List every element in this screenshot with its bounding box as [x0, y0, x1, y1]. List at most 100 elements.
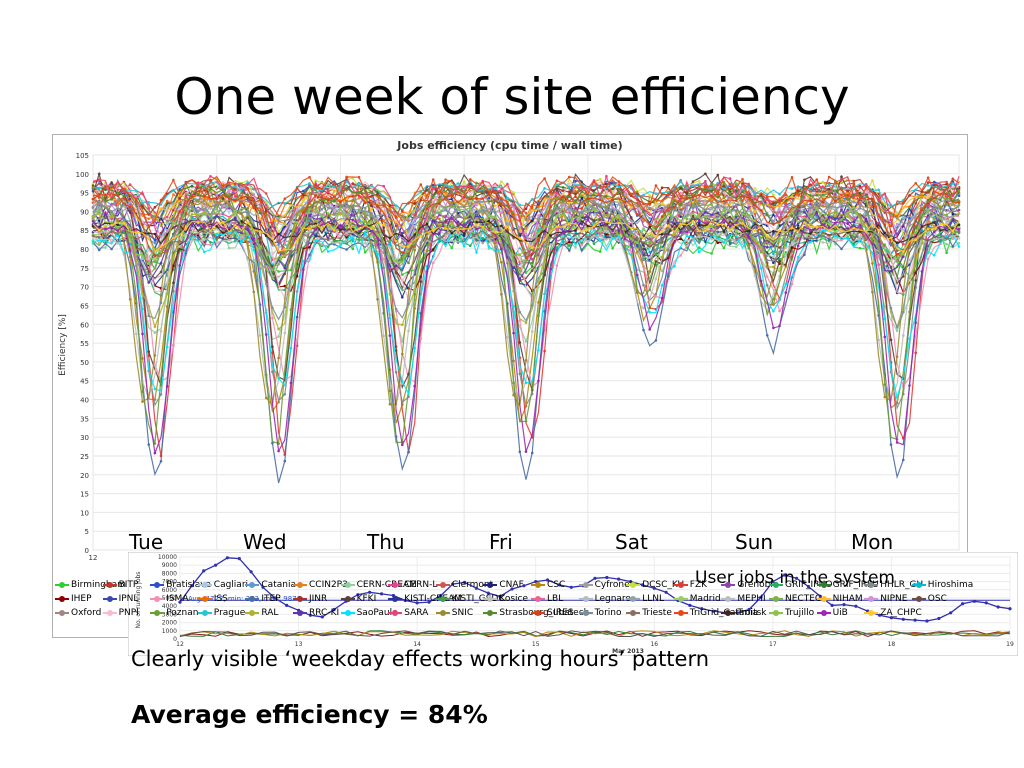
efficiency-point	[382, 200, 386, 204]
efficiency-point	[809, 202, 812, 206]
efficiency-point	[320, 198, 324, 202]
efficiency-point	[753, 229, 757, 233]
efficiency-point	[128, 201, 132, 204]
efficiency-point	[827, 204, 831, 207]
efficiency-point	[178, 189, 181, 192]
efficiency-point	[277, 377, 280, 380]
efficiency-point	[524, 256, 528, 259]
efficiency-point	[908, 216, 911, 220]
efficiency-point	[413, 346, 417, 350]
legend-marker	[864, 581, 879, 589]
efficiency-point	[759, 246, 763, 250]
efficiency-point	[803, 178, 806, 182]
efficiency-point	[252, 192, 256, 196]
efficiency-point	[623, 237, 627, 241]
efficiency-point	[271, 251, 274, 254]
efficiency-point	[834, 234, 837, 238]
efficiency-point	[518, 255, 522, 259]
efficiency-point	[549, 234, 552, 237]
efficiency-point	[951, 177, 955, 180]
running-jobs-point	[237, 557, 241, 561]
efficiency-point	[908, 310, 911, 314]
efficiency-point	[636, 213, 639, 216]
efficiency-point	[722, 181, 726, 185]
efficiency-point	[141, 292, 144, 296]
legend-item: Kosice	[483, 593, 528, 605]
efficiency-point	[642, 210, 645, 214]
efficiency-point	[277, 245, 280, 249]
efficiency-point	[308, 175, 311, 179]
efficiency-point	[264, 228, 268, 231]
efficiency-point	[939, 191, 942, 194]
efficiency-point	[326, 198, 330, 201]
efficiency-point	[586, 197, 590, 201]
inset-x-tick-label: 19	[1006, 641, 1014, 648]
efficiency-point	[172, 205, 175, 208]
efficiency-point	[376, 298, 379, 301]
efficiency-point	[815, 207, 818, 210]
efficiency-point	[339, 244, 342, 247]
efficiency-point	[326, 206, 330, 209]
efficiency-point	[951, 245, 955, 248]
efficiency-point	[648, 240, 651, 244]
efficiency-point	[382, 219, 386, 222]
note-text: Clearly visible ‘weekday effects working…	[131, 647, 710, 671]
efficiency-point	[277, 356, 280, 360]
efficiency-point	[772, 222, 775, 226]
efficiency-point	[821, 200, 825, 204]
efficiency-point	[660, 255, 664, 259]
efficiency-point	[580, 207, 583, 210]
efficiency-point	[580, 211, 583, 215]
efficiency-point	[450, 203, 454, 206]
efficiency-point	[128, 205, 132, 209]
efficiency-point	[184, 182, 188, 185]
efficiency-point	[289, 381, 293, 385]
legend-item: Torino	[578, 607, 621, 619]
efficiency-point	[945, 221, 948, 225]
efficiency-point	[580, 214, 583, 217]
efficiency-point	[568, 195, 571, 198]
efficiency-point	[271, 441, 274, 445]
efficiency-point	[933, 237, 936, 241]
legend-marker	[102, 595, 117, 603]
efficiency-point	[184, 221, 188, 225]
efficiency-point	[834, 214, 837, 218]
efficiency-point	[116, 199, 119, 203]
running-jobs-point	[996, 605, 1000, 609]
efficiency-point	[320, 243, 324, 246]
efficiency-point	[611, 233, 614, 237]
efficiency-point	[611, 203, 614, 206]
efficiency-point	[481, 225, 485, 229]
efficiency-point	[902, 250, 905, 253]
efficiency-point	[611, 198, 614, 201]
efficiency-point	[512, 381, 515, 384]
efficiency-point	[345, 236, 348, 239]
efficiency-point	[493, 184, 497, 187]
efficiency-point	[765, 334, 769, 337]
legend-item: NIPNE	[864, 593, 907, 605]
legend-item: SNIC	[435, 607, 473, 619]
efficiency-point	[215, 225, 218, 228]
efficiency-point	[246, 236, 249, 240]
efficiency-point	[710, 233, 713, 236]
efficiency-point	[184, 194, 188, 197]
efficiency-point	[91, 220, 95, 223]
efficiency-point	[852, 235, 856, 238]
efficiency-point	[933, 180, 936, 184]
efficiency-point	[939, 223, 942, 226]
efficiency-point	[221, 212, 225, 215]
efficiency-point	[264, 311, 268, 315]
efficiency-chart: 0510152025303540455055606570758085909510…	[58, 139, 963, 569]
legend-label: RRC-KI	[309, 608, 340, 618]
efficiency-point	[524, 218, 528, 222]
legend-marker	[816, 595, 831, 603]
efficiency-point	[97, 186, 101, 190]
efficiency-point	[264, 267, 268, 271]
efficiency-point	[438, 223, 441, 226]
efficiency-point	[667, 193, 670, 196]
efficiency-point	[803, 253, 806, 257]
efficiency-point	[629, 230, 633, 234]
efficiency-point	[784, 239, 788, 242]
efficiency-point	[642, 220, 645, 223]
efficiency-point	[617, 210, 621, 213]
